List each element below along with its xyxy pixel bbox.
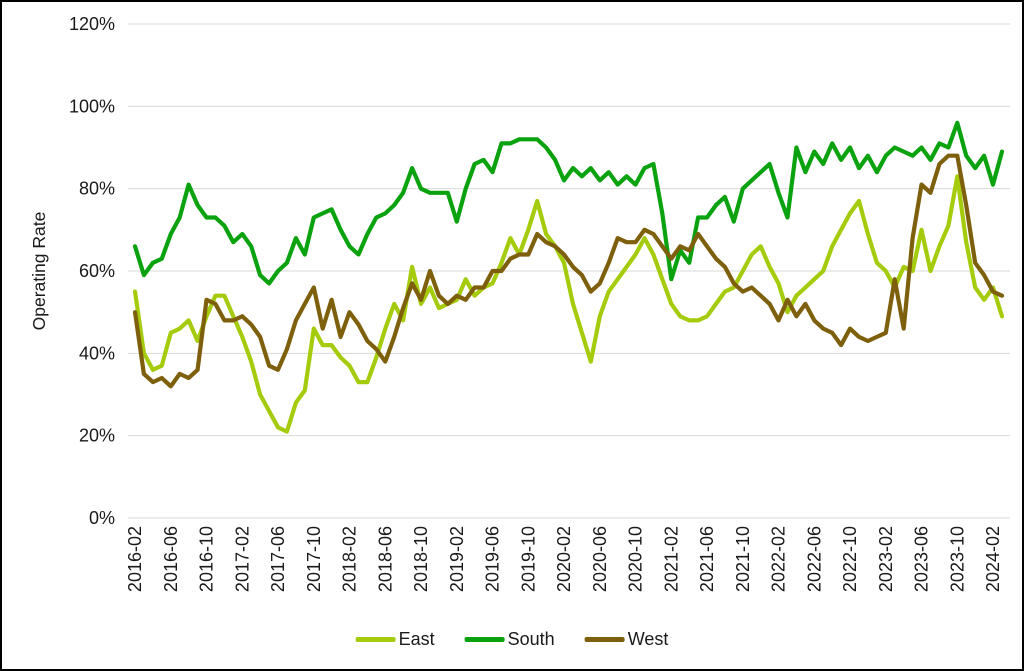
x-tick-label: 2020-02 [554, 526, 574, 592]
x-tick-label: 2019-06 [483, 526, 503, 592]
x-tick-label: 2019-10 [518, 526, 538, 592]
legend: East South West [355, 629, 669, 650]
legend-label-west: West [627, 629, 669, 649]
x-tick-label: 2017-10 [304, 526, 324, 592]
x-tick-label: 2016-10 [197, 526, 217, 592]
legend-swatch-south [464, 637, 505, 642]
x-tick-label: 2016-02 [125, 526, 145, 592]
legend-swatch-east [355, 637, 396, 642]
legend-swatch-west [584, 637, 625, 642]
x-tick-label: 2016-06 [161, 526, 181, 592]
x-tick-label: 2020-10 [626, 526, 646, 592]
x-tick-label: 2021-06 [697, 526, 717, 592]
y-axis-title: Operating Rate [29, 211, 49, 331]
legend-item-south: South [464, 629, 555, 650]
y-tick-label: 20% [79, 426, 115, 446]
x-tick-label: 2024-02 [983, 526, 1003, 592]
x-tick-label: 2018-06 [375, 526, 395, 592]
x-tick-label: 2022-06 [804, 526, 824, 592]
x-tick-label: 2022-02 [769, 526, 789, 592]
x-tick-label: 2018-10 [411, 526, 431, 592]
y-tick-label: 80% [79, 179, 115, 199]
legend-item-west: West [584, 629, 669, 650]
legend-label-south: South [507, 629, 555, 649]
x-tick-label: 2023-06 [912, 526, 932, 592]
x-tick-label: 2022-10 [840, 526, 860, 592]
x-tick-label: 2023-02 [876, 526, 896, 592]
y-tick-label: 120% [69, 14, 115, 34]
series-line-east [132, 174, 1005, 434]
y-tick-label: 40% [79, 343, 115, 363]
y-tick-label: 100% [69, 96, 115, 116]
x-tick-label: 2017-02 [232, 526, 252, 592]
series-line-west [132, 153, 1005, 389]
y-tick-label: 60% [79, 261, 115, 281]
y-tick-label: 0% [89, 508, 115, 528]
x-tick-label: 2019-02 [447, 526, 467, 592]
x-tick-label: 2023-10 [947, 526, 967, 592]
x-tick-label: 2018-02 [340, 526, 360, 592]
series-line-south [132, 120, 1005, 286]
x-tick-label: 2017-06 [268, 526, 288, 592]
legend-label-east: East [398, 629, 435, 649]
x-tick-label: 2021-02 [661, 526, 681, 592]
x-tick-label: 2021-10 [733, 526, 753, 592]
x-tick-label: 2020-06 [590, 526, 610, 592]
legend-item-east: East [355, 629, 435, 650]
